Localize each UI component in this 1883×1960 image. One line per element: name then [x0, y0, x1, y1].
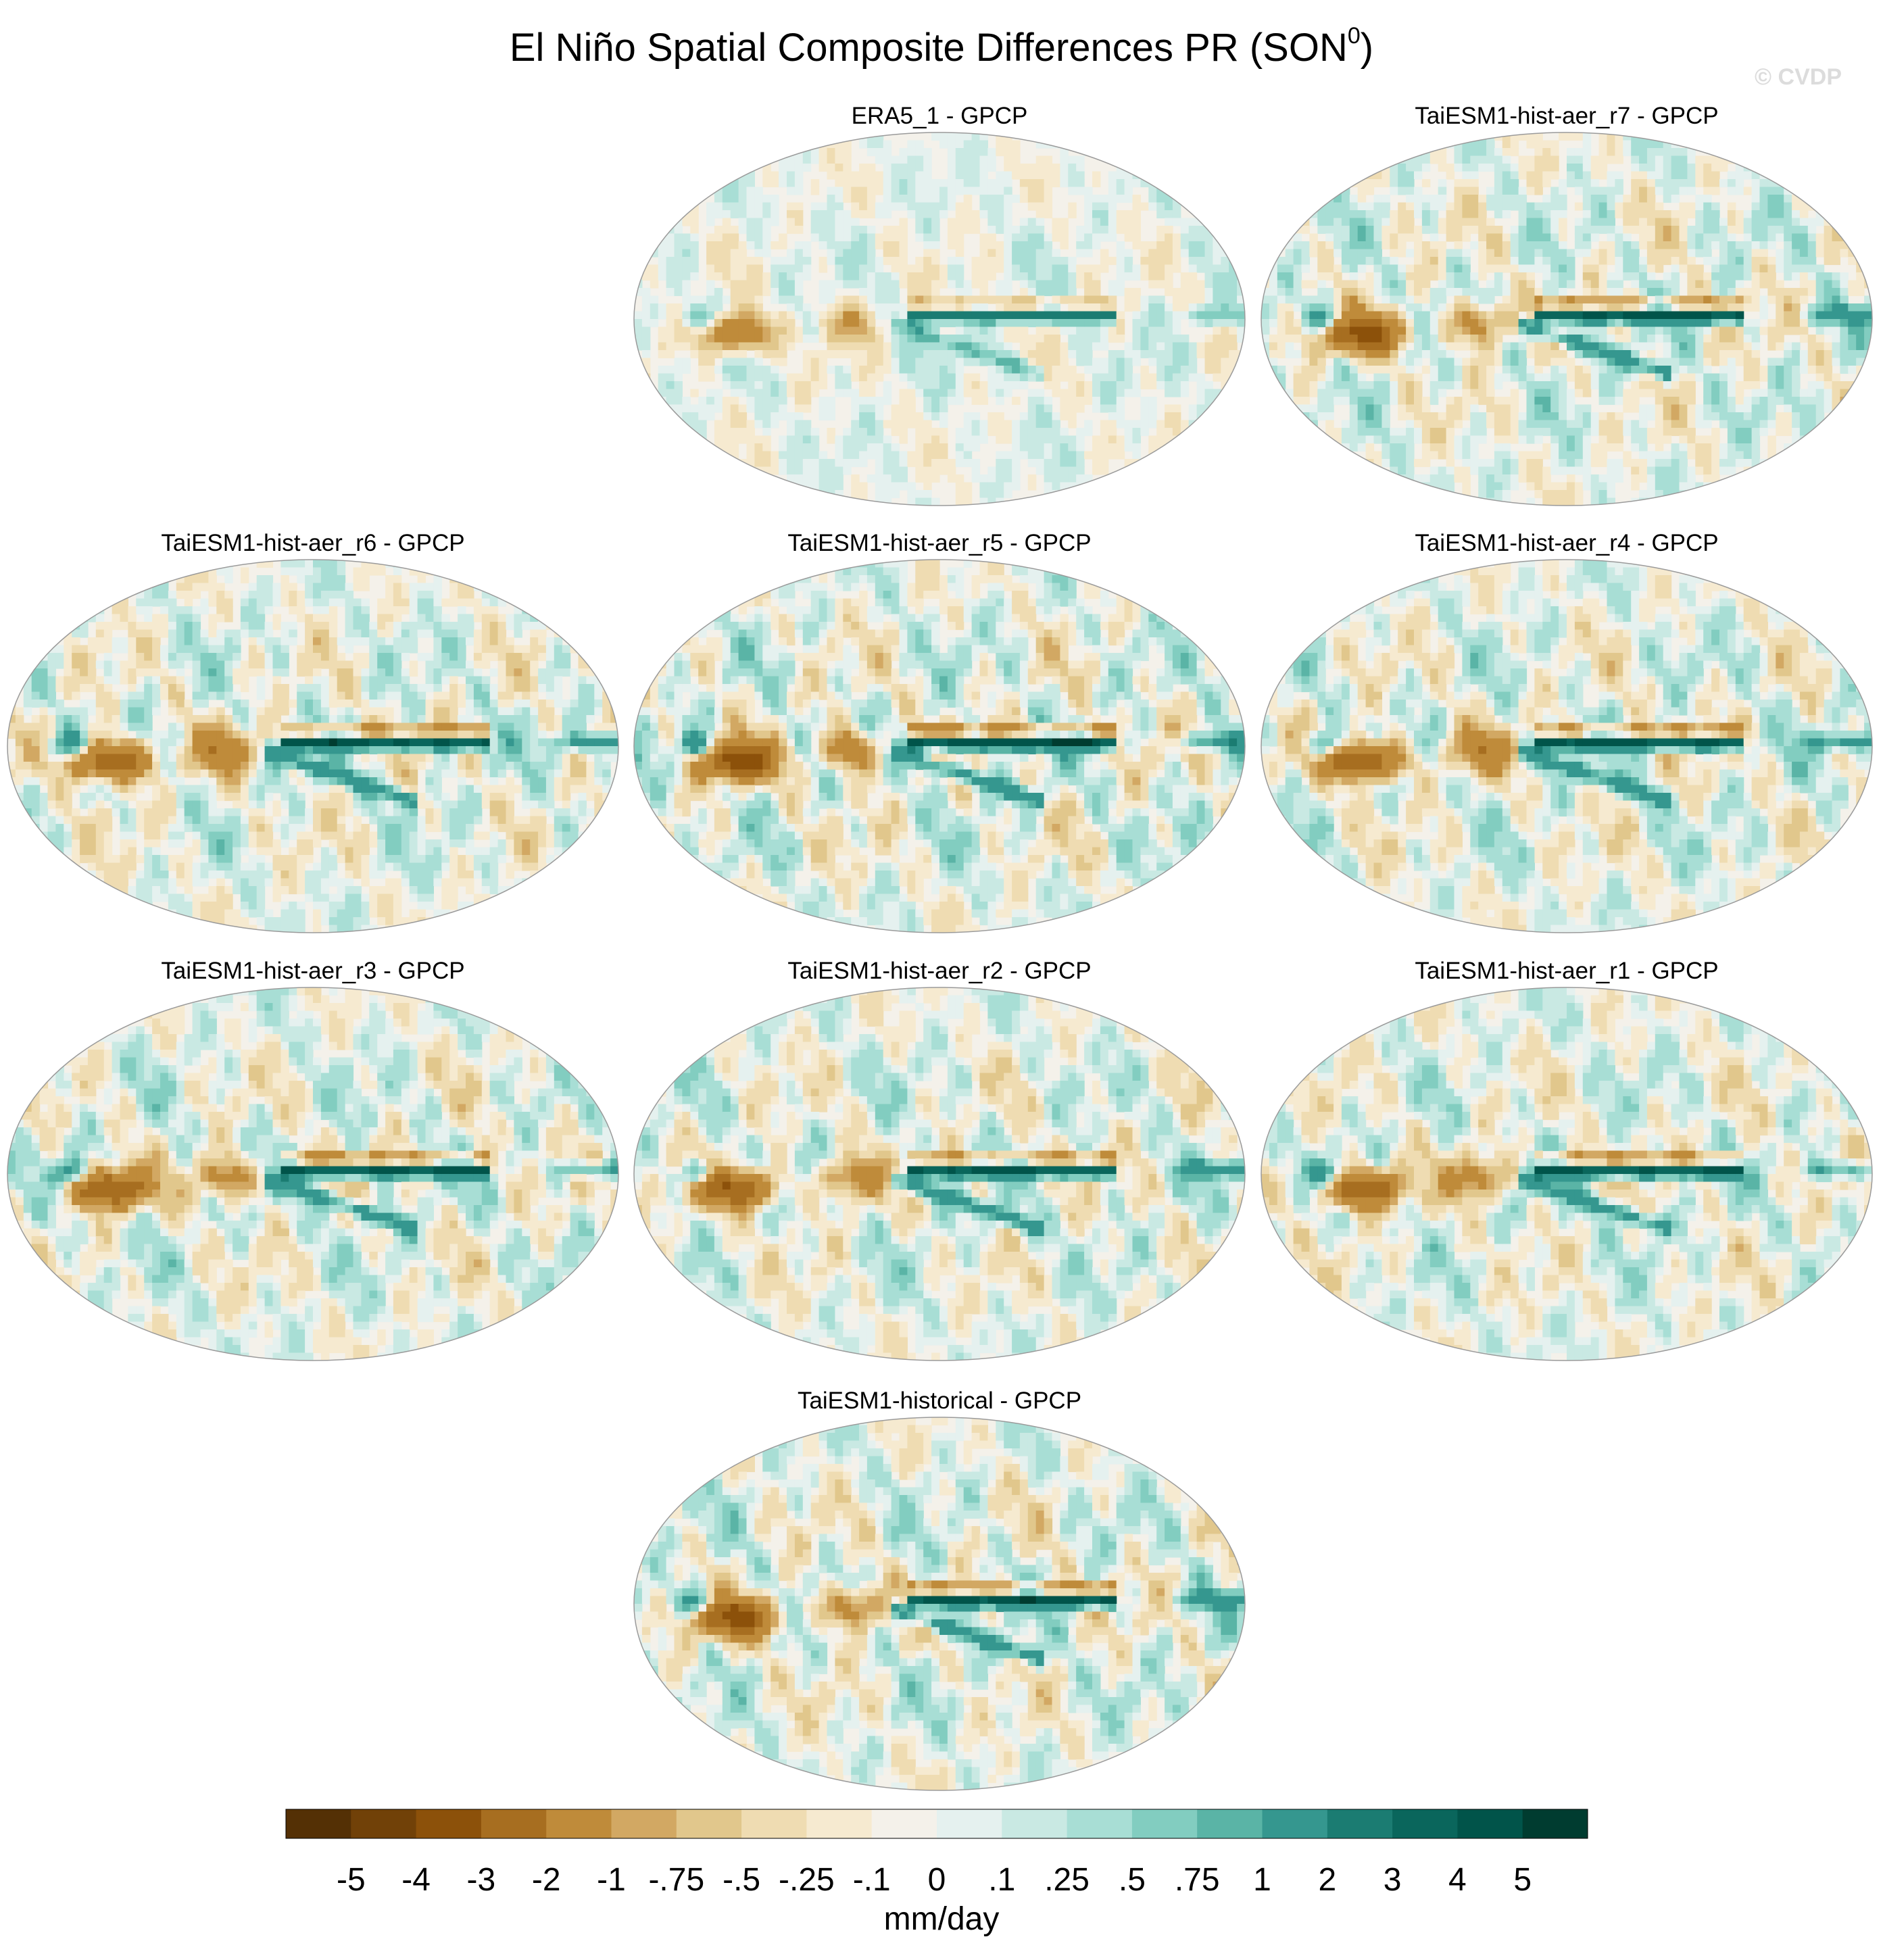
- map-panel: TaiESM1-hist-aer_r4 - GPCP: [1261, 530, 1873, 933]
- map-panel: TaiESM1-hist-aer_r5 - GPCP: [633, 530, 1246, 933]
- figure-title-superscript: 0: [1348, 23, 1361, 49]
- map-outline: [1261, 559, 1873, 933]
- map-panel: TaiESM1-hist-aer_r1 - GPCP: [1261, 958, 1873, 1361]
- precip-difference-field: [1261, 987, 1872, 1361]
- map-outline: [633, 559, 1246, 933]
- colorbar-tick-label: -1: [597, 1862, 626, 1898]
- colorbar-tick-label: 0: [928, 1862, 946, 1898]
- map-outline: [1261, 987, 1873, 1361]
- colorbar-tick-label: -5: [337, 1862, 366, 1898]
- map-panel: TaiESM1-hist-aer_r3 - GPCP: [7, 958, 619, 1361]
- colorbar-swatch: [871, 1809, 937, 1838]
- panel-title: TaiESM1-hist-aer_r4 - GPCP: [1415, 530, 1718, 556]
- colorbar-swatch: [1392, 1809, 1458, 1838]
- colorbar-swatch: [806, 1809, 873, 1838]
- colorbar-tick-label: -.75: [648, 1862, 704, 1898]
- colorbar-swatch: [416, 1809, 482, 1838]
- map-outline: [7, 559, 619, 933]
- precip-difference-field: [7, 987, 618, 1361]
- panel-title: TaiESM1-hist-aer_r6 - GPCP: [161, 530, 464, 556]
- panel-title: TaiESM1-hist-aer_r1 - GPCP: [1415, 958, 1718, 984]
- colorbar-swatch: [1197, 1809, 1263, 1838]
- colorbar-frame: [285, 1809, 1588, 1839]
- colorbar-swatch: [1002, 1809, 1068, 1838]
- colorbar-tick-label: -.1: [853, 1862, 891, 1898]
- colorbar-tick-label: .1: [988, 1862, 1015, 1898]
- panel-title: TaiESM1-hist-aer_r7 - GPCP: [1415, 103, 1718, 129]
- precip-difference-field: [634, 987, 1245, 1361]
- colorbar-tick-label: 2: [1318, 1862, 1336, 1898]
- colorbar-swatch: [1131, 1809, 1198, 1838]
- map-panels: ERA5_1 - GPCP TaiESM1-hist-aer_r7 - GPCP T…: [7, 103, 1873, 1791]
- colorbar-swatch: [611, 1809, 677, 1838]
- map-outline: [1261, 132, 1873, 506]
- panel-title: TaiESM1-hist-aer_r2 - GPCP: [787, 958, 1091, 984]
- colorbar-units-label: mm/day: [884, 1901, 1000, 1937]
- precip-difference-field: [1261, 132, 1872, 506]
- map-outline: [633, 1417, 1246, 1791]
- colorbar-swatch: [937, 1809, 1002, 1838]
- figure-title-text: El Niño Spatial Composite Differences PR…: [510, 26, 1348, 70]
- colorbar-swatch: [741, 1809, 807, 1838]
- colorbar-tick-label: -.5: [723, 1862, 760, 1898]
- map-panel: TaiESM1-hist-aer_r6 - GPCP: [7, 530, 619, 933]
- map-panel: TaiESM1-historical - GPCP: [633, 1388, 1246, 1791]
- colorbar-swatch: [1067, 1809, 1133, 1838]
- panel-title: TaiESM1-hist-aer_r3 - GPCP: [161, 958, 464, 984]
- map-panel: TaiESM1-hist-aer_r7 - GPCP: [1261, 103, 1873, 506]
- panel-title: TaiESM1-hist-aer_r5 - GPCP: [787, 530, 1091, 556]
- figure-title-close: ): [1361, 26, 1373, 70]
- map-panel: ERA5_1 - GPCP: [633, 103, 1246, 506]
- precip-difference-field: [634, 132, 1245, 506]
- colorbar-swatch: [1522, 1809, 1588, 1838]
- colorbar-tick-label: .25: [1044, 1862, 1090, 1898]
- map-outline: [7, 987, 619, 1361]
- map-panel: TaiESM1-hist-aer_r2 - GPCP: [633, 958, 1246, 1361]
- colorbar-swatch: [481, 1809, 547, 1838]
- watermark: © CVDP: [1755, 64, 1842, 90]
- map-outline: [633, 987, 1246, 1361]
- colorbar-tick-label: -2: [532, 1862, 561, 1898]
- colorbar-swatch: [351, 1809, 417, 1838]
- colorbar-tick-label: 5: [1513, 1862, 1532, 1898]
- precip-difference-field: [1261, 560, 1872, 933]
- colorbar-tick-label: -.25: [779, 1862, 835, 1898]
- colorbar-tick-label: -4: [401, 1862, 431, 1898]
- figure-title: El Niño Spatial Composite Differences PR…: [510, 23, 1373, 70]
- precip-difference-field: [634, 1417, 1245, 1790]
- colorbar-swatch: [1262, 1809, 1328, 1838]
- colorbar-swatch: [1327, 1809, 1393, 1838]
- precip-difference-field: [634, 560, 1245, 933]
- panel-title: TaiESM1-historical - GPCP: [798, 1388, 1081, 1414]
- colorbar-tick-label: 4: [1448, 1862, 1467, 1898]
- colorbar-tick-label: 3: [1384, 1862, 1402, 1898]
- colorbar-swatch: [676, 1809, 742, 1838]
- panel-title: ERA5_1 - GPCP: [852, 103, 1028, 129]
- colorbar-tick-label: .75: [1175, 1862, 1220, 1898]
- precip-difference-field: [7, 560, 618, 933]
- colorbar-tick-label: -3: [467, 1862, 496, 1898]
- colorbar-tick-label: 1: [1253, 1862, 1271, 1898]
- colorbar-swatch: [286, 1809, 351, 1838]
- colorbar-tick-label: .5: [1119, 1862, 1146, 1898]
- colorbar-swatch: [1457, 1809, 1523, 1838]
- colorbar: -5 -4 -3 -2 -1 -.75 -.5 -.25 -.1 0 .1 .25 .5 .75 1 2 3 4 5…: [285, 1809, 1588, 1937]
- map-outline: [633, 132, 1246, 506]
- colorbar-swatch: [546, 1809, 612, 1838]
